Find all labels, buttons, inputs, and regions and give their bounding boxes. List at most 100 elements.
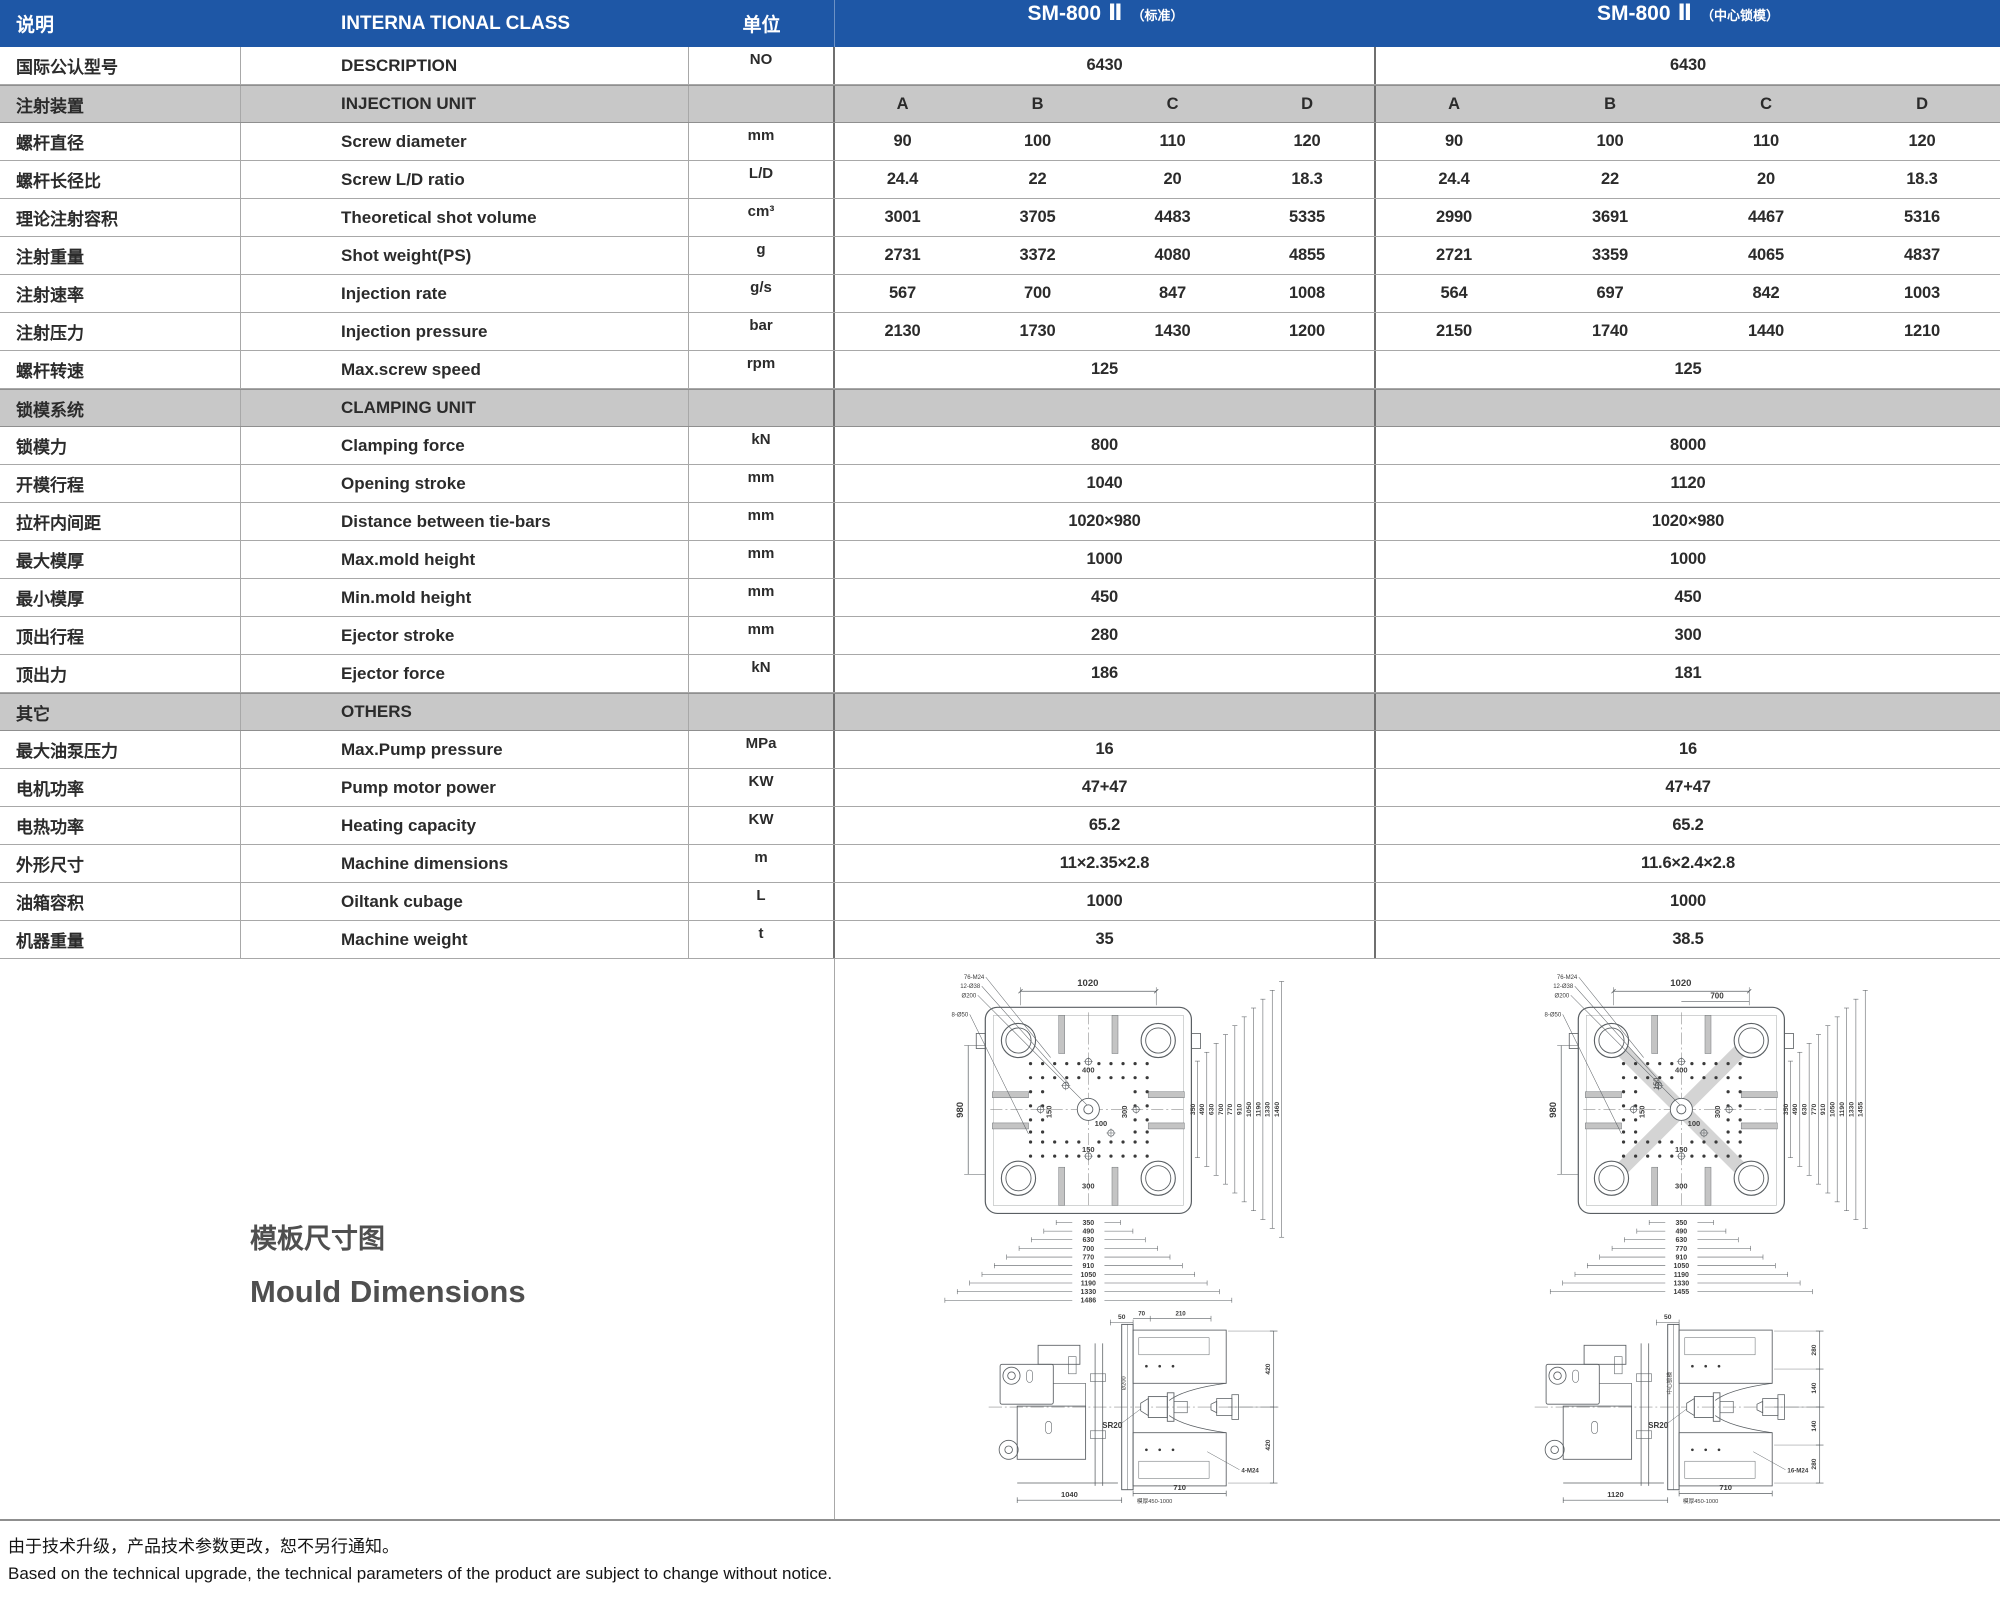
spec-value: 1003 [1904,284,1940,302]
dimension-label: 910 [1237,1103,1244,1115]
spec-value: 1008 [1240,275,1376,312]
column-head-a: A [896,94,909,113]
dimension-label: 1020 [1670,978,1691,989]
dimension-label: 350 [1190,1103,1197,1115]
row-unit: kN [689,655,835,692]
spec-value-merged: 6430 [835,47,1376,84]
dimension-label: 8-Ø50 [1544,1012,1561,1018]
spec-value-merged: 1000 [1670,550,1706,568]
spec-value: 847 [1159,284,1186,302]
dimension-label: 140 [1811,1382,1818,1393]
row-label-cn: 拉杆内间距 [0,503,241,540]
model-generation: Ⅱ [1108,0,1123,25]
dimension-label: 490 [1082,1229,1094,1236]
spec-value-merged: 16 [1679,740,1697,758]
dimension-label: 710 [1719,1483,1732,1492]
dimension-label: 910 [1082,1263,1094,1270]
row-label-en: Machine dimensions [241,845,689,882]
spec-value: 120 [1240,123,1376,160]
dimension-label: 700 [1710,991,1724,1000]
row-unit: MPa [689,731,835,768]
spec-value: 1740 [1592,322,1628,340]
row-unit: g/s [689,275,835,312]
dimension-label: 910 [1675,1254,1687,1261]
spec-row-theoretical-shot-volume: 理论注射容积 Theoretical shot volume cm³ 3001 3705… [0,199,2000,237]
dimension-label: 150 [1675,1145,1688,1154]
section-row-others: 其它 OTHERS [0,693,2000,731]
spec-value: 24.4 [886,170,919,188]
header-col-description-cn: 说明 [16,15,55,36]
spec-value: 22 [1601,170,1619,188]
row-unit: cm³ [689,199,835,236]
spec-value-merged: 65.2 [835,807,1376,844]
platen-drawing-centerlock: 76-M24 12-Ø38 Ø200 8-Ø50 1020 700 980 150 400 150… [1544,975,1868,1296]
row-label-en: INJECTION UNIT [241,86,689,122]
table-header: 说明 INTERNA TIONAL CLASS 单位 SM-800 Ⅱ （标准）… [0,0,2000,47]
mould-dimensions-band: 模板尺寸图 Mould Dimensions 76-M24 12-Ø38 Ø200 8… [0,959,2000,1521]
row-label-en: OTHERS [241,694,689,730]
row-label-en: Ejector force [241,655,689,692]
spec-value-merged: 1020×980 [835,503,1376,540]
spec-value: 100 [1596,132,1624,150]
row-unit [689,86,835,122]
row-label-cn: 外形尺寸 [0,845,241,882]
spec-value: 1210 [1904,322,1940,340]
spec-value-merged: 1020×980 [1651,512,1725,530]
spec-value-merged [835,390,1376,426]
row-label-en: Heating capacity [241,807,689,844]
spec-row-oiltank-cubage: 油箱容积 Oiltank cubage L 1000 1000 [0,883,2000,921]
dimension-label: 100 [1688,1119,1701,1128]
row-label-cn: 锁模力 [0,427,241,464]
spec-table-body: 国际公认型号 DESCRIPTION NO 6430 6430 注射装置 INJECTION… [0,47,2000,959]
row-label-cn: 顶出力 [0,655,241,692]
column-head-d: D [1240,86,1376,122]
row-label-en: Clamping force [241,427,689,464]
dimension-label: 490 [1199,1103,1206,1115]
row-unit: KW [689,769,835,806]
section-drawing-centerlock: 50 280 140 140 280 SR20 中心锁模 16-M24 710 1120 模厚450… [1534,1314,1828,1505]
spec-row-description: 国际公认型号 DESCRIPTION NO 6430 6430 [0,47,2000,85]
disclaimer-en: Based on the technical upgrade, the tech… [8,1564,833,1583]
spec-value: 4065 [1748,246,1784,264]
spec-value: 2721 [1436,246,1472,264]
row-unit: L [689,883,835,920]
dimension-label: 4-M24 [1241,1468,1259,1475]
row-label-en: Min.mold height [241,579,689,616]
model-name: SM-800 [1596,2,1671,25]
spec-value: 3705 [1019,208,1056,226]
column-head-a: A [1448,94,1460,113]
spec-value-merged: 35 [835,921,1376,958]
dimension-label: 280 [1811,1458,1818,1469]
spec-row-ejector-force: 顶出力 Ejector force kN 186 181 [0,655,2000,693]
dimension-label: 8-Ø50 [951,1012,968,1018]
dimension-label: 400 [1675,1066,1688,1075]
dimension-label: 1050 [1246,1102,1253,1117]
spec-value-merged: 47+47 [1665,778,1711,796]
dimension-label: 1020 [1077,978,1098,989]
row-label-en: Shot weight(PS) [241,237,689,274]
dimension-label: SR20 [1648,1421,1669,1430]
row-label-en: Screw diameter [241,123,689,160]
row-label-cn: 注射压力 [0,313,241,350]
dimension-label: 700 [1218,1103,1225,1115]
dimension-label: 300 [1120,1106,1129,1119]
spec-value-merged: 8000 [1670,436,1706,454]
row-unit: mm [689,503,835,540]
spec-value: 110 [1752,132,1780,150]
dimension-label: 1050 [1830,1102,1837,1117]
column-head-d: D [1916,94,1928,113]
row-label-en: Injection rate [241,275,689,312]
spec-value-merged: 300 [1674,626,1702,644]
dimension-label: 150 [1638,1106,1647,1119]
spec-value-merged: 11×2.35×2.8 [835,845,1376,882]
dimension-label: 1486 [1081,1298,1097,1305]
spec-value-merged: 38.5 [1672,930,1704,948]
row-unit: m [689,845,835,882]
row-unit: bar [689,313,835,350]
spec-value: 4080 [1154,246,1191,264]
dimension-label: 50 [1118,1314,1126,1321]
row-label-en: Oiltank cubage [241,883,689,920]
dimension-label: 76-M24 [1557,975,1578,981]
spec-value: 3001 [884,208,921,226]
